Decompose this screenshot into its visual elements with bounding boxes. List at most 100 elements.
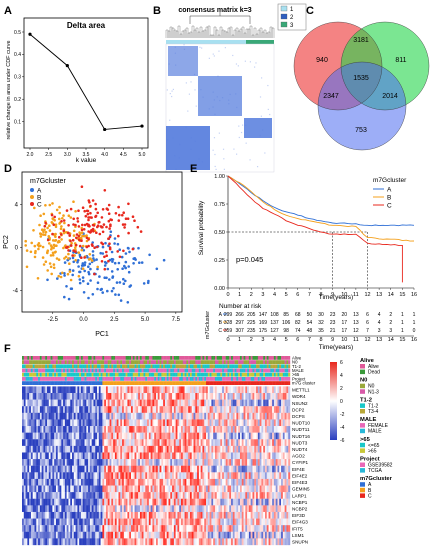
- heatmap-cell: [284, 406, 287, 413]
- annotation-cell: [163, 360, 166, 364]
- heatmap-cell: [173, 492, 176, 499]
- annotation-cell: [27, 372, 30, 377]
- heatmap-cell: [202, 485, 205, 493]
- heatmap-cell: [198, 419, 201, 427]
- heatmap-cell: [264, 465, 267, 473]
- heatmap-cell: [72, 505, 75, 513]
- heatmap-cell: [227, 439, 230, 447]
- pca-point-c: [75, 233, 79, 236]
- annotation-cell: [198, 368, 201, 373]
- consensus-cell: [264, 152, 266, 154]
- annotation-cell: [118, 364, 121, 369]
- heatmap-cell: [105, 399, 108, 407]
- heatmap-cell: [93, 485, 96, 493]
- heatmap-cell: [82, 478, 85, 486]
- pca-point-b: [51, 253, 55, 257]
- annotation-cell: [52, 381, 55, 385]
- heatmap-cell: [175, 498, 178, 506]
- annotation-cell: [189, 381, 192, 385]
- heatmap-cell: [22, 452, 24, 460]
- heatmap-cell: [191, 426, 194, 433]
- annotation-cell: [79, 372, 82, 377]
- heatmap-cell: [139, 406, 142, 413]
- heatmap-cell: [129, 412, 132, 420]
- heatmap-cell: [148, 498, 151, 506]
- heatmap-cell: [105, 406, 108, 413]
- heatmap-cell: [97, 485, 100, 493]
- heatmap-cell: [111, 386, 114, 394]
- heatmap-cell: [25, 518, 28, 526]
- pca-point-c: [121, 223, 125, 226]
- heatmap-cell: [88, 412, 91, 420]
- heatmap-cell: [120, 472, 123, 480]
- annotation-cell: [45, 377, 48, 381]
- heatmap-cell: [97, 419, 100, 427]
- consensus-cell: [200, 89, 202, 91]
- annotation-cell: [145, 368, 148, 373]
- heatmap-cell: [150, 393, 153, 400]
- heatmap-cell: [227, 465, 230, 473]
- heatmap-cell: [191, 492, 194, 499]
- heatmap-cell: [223, 386, 226, 394]
- heatmap-cell: [279, 419, 282, 427]
- heatmap-cell: [59, 426, 62, 433]
- pca-point-a: [81, 276, 85, 279]
- heatmap-cell: [88, 439, 91, 447]
- heatmap-cell: [220, 465, 223, 473]
- heatmap-cell: [245, 399, 248, 407]
- consensus-cell: [267, 108, 269, 111]
- annotation-cell: [68, 381, 71, 385]
- annotation-cell: [114, 381, 117, 385]
- heatmap-cell: [206, 432, 209, 440]
- consensus-cell: [171, 95, 173, 98]
- heatmap-cell: [170, 399, 173, 407]
- heatmap-cell: [127, 406, 130, 413]
- annotation-cell: [157, 381, 160, 385]
- heatmap-cell: [206, 393, 209, 400]
- heatmap-cell: [220, 406, 223, 413]
- heatmap-cell: [177, 439, 180, 447]
- annotation-cell: [141, 372, 144, 377]
- heatmap-cell: [284, 452, 287, 460]
- heatmap-cell: [216, 426, 219, 433]
- heatmap-cell: [231, 452, 234, 460]
- heatmap-cell: [150, 426, 153, 433]
- km-pvalue: p=0.045: [236, 255, 263, 264]
- heatmap-cell: [41, 426, 44, 433]
- heatmap-cell: [122, 445, 125, 453]
- annotation-cell: [70, 368, 73, 373]
- heatmap-cell: [145, 432, 148, 440]
- heatmap-cell: [189, 412, 192, 420]
- heatmap-cell: [170, 492, 173, 499]
- heatmap-cell: [27, 399, 30, 407]
- heatmap-cell: [213, 485, 216, 493]
- heatmap-cell: [198, 452, 201, 460]
- annotation-cell: [288, 372, 291, 377]
- heatmap-cell: [191, 406, 194, 413]
- annotation-cell: [50, 360, 53, 364]
- heatmap-cell: [273, 472, 276, 480]
- heatmap-cell: [30, 492, 33, 499]
- heatmap-cell: [234, 452, 237, 460]
- heatmap-cell: [45, 439, 48, 447]
- pca-point-b: [61, 217, 64, 220]
- pca-point-a: [110, 250, 114, 254]
- heatmap-cell: [27, 505, 30, 513]
- heatmap-cell: [170, 386, 173, 394]
- annotation-cell: [38, 360, 41, 364]
- heatmap-cell: [127, 472, 130, 480]
- heatmap-cell: [261, 393, 264, 400]
- annotation-cell: [261, 377, 264, 381]
- heatmap-cell: [264, 452, 267, 460]
- annotation-cell: [177, 360, 180, 364]
- annotation-cell: [89, 372, 92, 377]
- heatmap-cell: [139, 518, 142, 526]
- heatmap-cell: [93, 498, 96, 506]
- heatmap-cell: [204, 419, 207, 427]
- annotation-cell: [57, 360, 60, 364]
- pca-point-b: [74, 210, 77, 213]
- heatmap-cell: [64, 498, 67, 506]
- heatmap-cell: [54, 492, 57, 499]
- heatmap-cell: [91, 386, 94, 394]
- annotation-cell: [157, 360, 160, 364]
